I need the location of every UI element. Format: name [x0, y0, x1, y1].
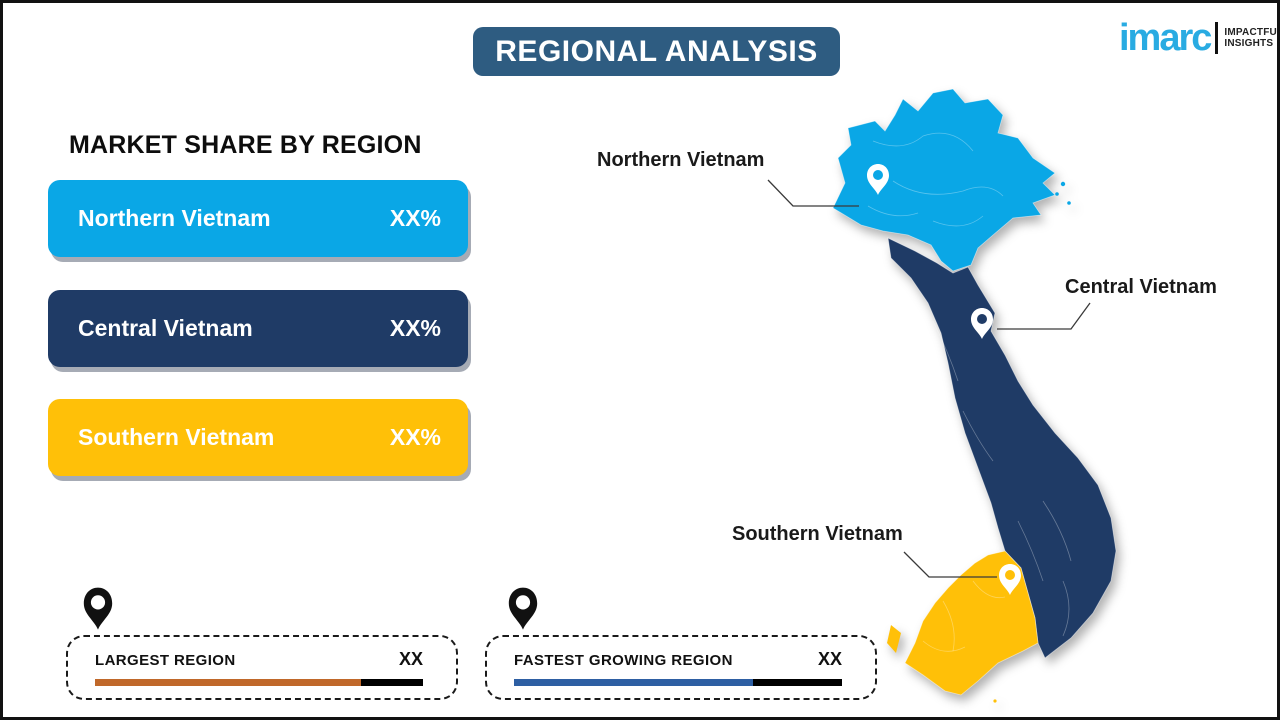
map-pin-northern — [867, 164, 889, 195]
logo-divider — [1215, 22, 1219, 54]
stat-bar-fill — [514, 679, 754, 686]
region-name: Northern Vietnam — [78, 205, 271, 231]
map-pin-central — [971, 308, 993, 339]
stat-bar-fill — [95, 679, 361, 686]
map-island — [1060, 181, 1066, 187]
region-share-bar-southern: Southern Vietnam XX% — [48, 399, 468, 476]
map-label-northern: Northern Vietnam — [597, 149, 765, 171]
location-pin-icon — [508, 587, 538, 630]
region-share-value: XX% — [389, 205, 441, 231]
fastest-growing-region-value: XX — [817, 649, 842, 669]
region-share-bar-central: Central Vietnam XX% — [48, 290, 468, 367]
map-pin-southern — [999, 564, 1021, 595]
market-share-heading: MARKET SHARE BY REGION — [69, 131, 422, 159]
region-share-value: XX% — [389, 315, 441, 341]
title-banner: REGIONAL ANALYSIS — [473, 27, 840, 76]
largest-region-value: XX — [398, 649, 423, 669]
largest-region-bar-track — [95, 679, 423, 686]
vietnam-map — [832, 88, 1117, 703]
logo-tagline-line2: INSIGHTS — [1224, 38, 1274, 49]
map-region-northern — [832, 88, 1056, 272]
largest-region-box: LARGEST REGION XX — [66, 635, 458, 700]
logo-brand-text: imarc — [1119, 17, 1212, 59]
region-share-bar-northern: Northern Vietnam XX% — [48, 180, 468, 257]
fastest-growing-region-box: FASTEST GROWING REGION XX — [485, 635, 877, 700]
logo-tagline-line1: IMPACTFUL — [1224, 26, 1280, 38]
location-pin-icon — [83, 587, 113, 630]
region-name: Central Vietnam — [78, 315, 253, 341]
fastest-growing-region-bar-track — [514, 679, 842, 686]
map-region-central — [887, 237, 1117, 659]
map-label-central: Central Vietnam — [1065, 276, 1217, 298]
region-share-value: XX% — [389, 424, 441, 450]
province-borders — [867, 132, 1072, 652]
imarc-logo: imarc IMPACTFUL INSIGHTS — [1119, 17, 1280, 59]
map-island — [993, 699, 997, 703]
fastest-growing-region-label: FASTEST GROWING REGION — [514, 652, 733, 669]
map-island — [1055, 192, 1059, 196]
logo-tagline: IMPACTFUL INSIGHTS — [1224, 26, 1280, 50]
map-island-phu-quoc — [887, 625, 901, 653]
map-label-southern: Southern Vietnam — [732, 523, 903, 545]
largest-region-label: LARGEST REGION — [95, 652, 236, 669]
page-title: REGIONAL ANALYSIS — [495, 34, 818, 68]
region-name: Southern Vietnam — [78, 424, 275, 450]
map-island — [1067, 201, 1071, 205]
